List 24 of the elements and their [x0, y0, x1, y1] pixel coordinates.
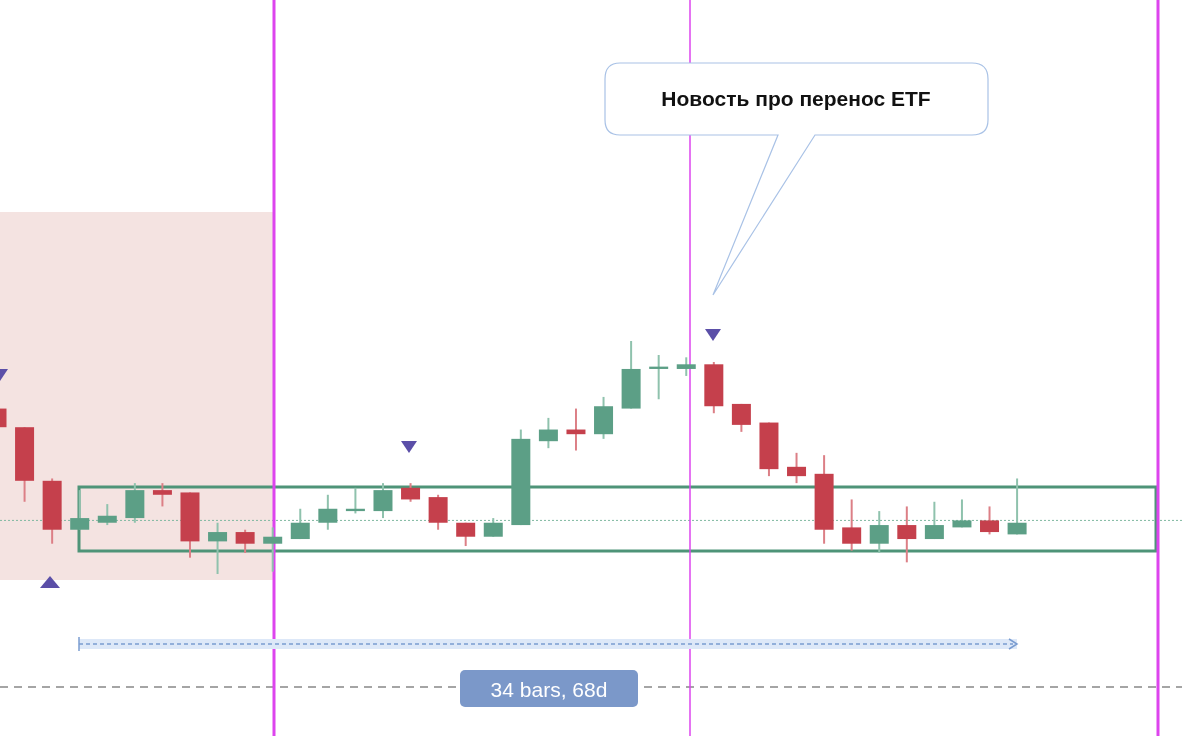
candlestick	[924, 500, 944, 541]
candlestick	[97, 503, 117, 527]
candlestick	[373, 482, 393, 520]
candlestick	[1007, 477, 1027, 536]
candlestick	[401, 482, 421, 503]
candlestick	[952, 498, 972, 529]
candlestick	[263, 526, 283, 573]
candlestick	[290, 507, 310, 541]
candlestick	[483, 517, 503, 538]
candlestick	[980, 505, 1000, 536]
candlestick	[897, 505, 917, 564]
candlestick	[787, 451, 807, 485]
candlestick	[152, 482, 172, 508]
candlestick	[235, 528, 255, 555]
candlestick	[731, 402, 751, 433]
text: Новость про перенос ETF	[661, 87, 931, 110]
candlestick	[676, 356, 696, 377]
candlestick	[869, 510, 889, 555]
candlestick	[318, 493, 338, 531]
candlestick	[70, 489, 90, 531]
candlestick	[538, 416, 558, 450]
text: 34 bars, 68d	[490, 678, 608, 701]
candlestick	[208, 521, 228, 575]
candlestick	[842, 498, 862, 552]
